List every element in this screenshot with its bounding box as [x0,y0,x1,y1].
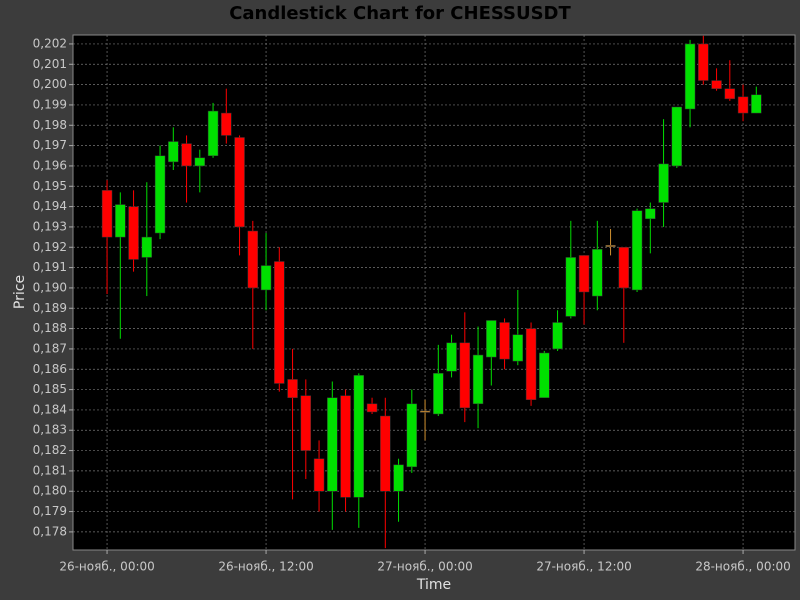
y-tick-label: 0,185 [33,382,67,396]
candle-body [499,322,510,360]
y-tick-label: 0,181 [33,463,67,477]
y-tick-label: 0,180 [33,484,67,498]
y-tick-label: 0,179 [33,504,67,518]
candle-body [684,43,696,110]
candle-body [260,265,272,291]
chart-title: Candlestick Chart for CHESSUSDT [229,3,571,24]
candle-body [711,80,722,89]
candle-body [287,379,298,398]
candle-body [578,255,590,293]
candle-body [234,137,245,228]
candle-body [353,375,365,498]
plot-area [72,34,796,551]
candle-body [552,322,563,350]
candle-body [645,208,656,220]
candle-body [128,206,139,260]
candle-body [380,415,391,492]
candle-body [207,110,219,157]
candle-body [168,141,179,163]
candle-body [300,395,312,451]
y-tick-label: 0,184 [33,402,67,416]
candle-body [419,410,431,413]
candle-body [406,403,418,468]
x-tick-label: 27-нояб., 00:00 [377,560,472,574]
candle-body [247,230,259,289]
candle-body [181,143,192,167]
y-axis-label: Price [12,275,28,309]
candle-body [154,155,166,234]
candle-body [115,204,126,238]
y-tick-label: 0,188 [33,321,67,335]
y-tick-label: 0,186 [33,362,67,376]
y-tick-label: 0,187 [33,341,67,355]
candle-body [446,342,457,372]
y-tick-label: 0,199 [33,97,67,111]
candle-body [101,190,113,238]
candle-body [737,96,749,114]
y-tick-label: 0,197 [33,138,67,152]
candle-body [525,328,537,400]
y-tick-label: 0,189 [33,301,67,315]
x-tick-label: 26-нояб., 12:00 [218,560,313,574]
candle-body [724,88,736,100]
y-tick-label: 0,202 [33,36,67,50]
y-tick-label: 0,195 [33,179,67,193]
candle-body [194,157,206,167]
candle-body [605,244,616,247]
candle-body [221,112,232,136]
candle-body [565,257,577,317]
candle-body [658,163,669,203]
candle-body [366,403,378,413]
candle-body [631,210,643,291]
x-tick-label: 27-нояб., 12:00 [536,560,631,574]
y-tick-label: 0,192 [33,240,67,254]
candle-body [486,320,497,358]
candle-body [313,458,325,492]
y-tick-label: 0,191 [33,260,67,274]
y-tick-label: 0,190 [33,280,67,294]
x-tick-label: 26-нояб., 00:00 [59,560,154,574]
candle-body [141,236,153,258]
y-tick-label: 0,183 [33,423,67,437]
y-tick-label: 0,198 [33,118,67,132]
candle-body [327,397,338,492]
candle-body [671,106,683,167]
candle-body [618,247,630,289]
y-tick-label: 0,182 [33,443,67,457]
candle-body [751,94,762,114]
candle-body [698,43,709,81]
candle-body [512,334,524,362]
x-axis-label: Time [416,577,451,593]
y-tick-label: 0,196 [33,158,67,172]
candle-body [592,249,603,297]
x-tick-label: 28-нояб., 00:00 [695,560,790,574]
candle-body [274,261,285,384]
candle-body [340,395,351,498]
candle-body [433,373,444,415]
candle-body [393,464,404,492]
y-tick-label: 0,194 [33,199,67,213]
candle-body [472,354,484,405]
candle-body [539,352,550,398]
y-tick-label: 0,200 [33,77,67,91]
candle-body [459,342,471,409]
y-tick-label: 0,201 [33,57,67,71]
y-tick-label: 0,178 [33,524,67,538]
y-tick-label: 0,193 [33,219,67,233]
